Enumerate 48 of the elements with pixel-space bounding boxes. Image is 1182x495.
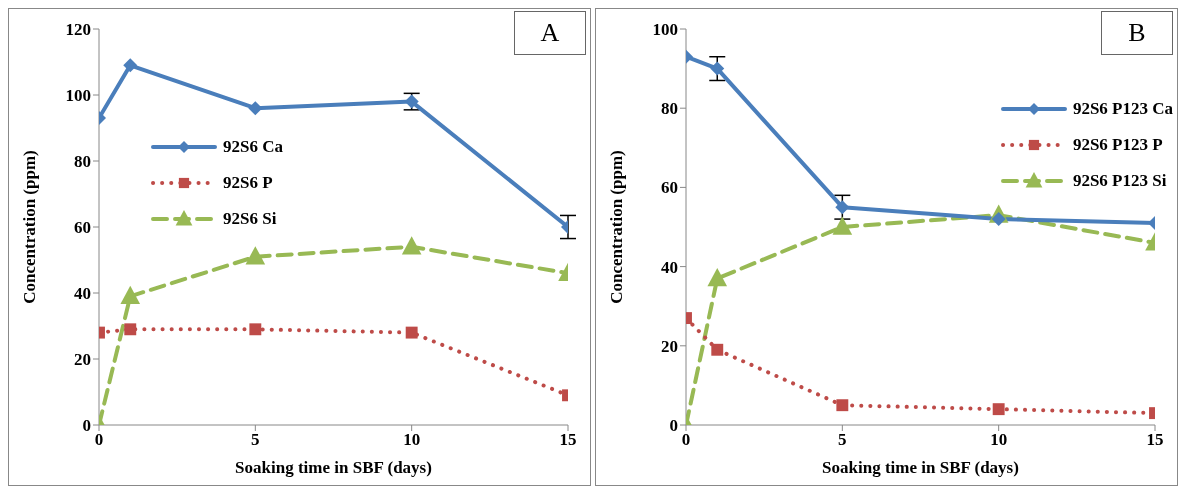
- point: [832, 216, 853, 235]
- y-tick-label: 100: [652, 20, 678, 40]
- point: [124, 323, 137, 336]
- legend-label: 92S6 Si: [223, 209, 277, 229]
- x-tick-label: 10: [990, 430, 1008, 450]
- legend-label: 92S6 P123 Ca: [1072, 99, 1173, 119]
- point: [711, 343, 724, 356]
- x-tick-label: 0: [94, 430, 104, 450]
- y-tick-label: 20: [661, 336, 678, 356]
- y-tick-label: 120: [65, 20, 91, 40]
- y-axis-title: Concentration (ppm): [607, 150, 627, 304]
- y-tick-label: 60: [74, 218, 91, 238]
- y-axis-title: Concentration (ppm): [20, 150, 40, 304]
- y-tick-label: 100: [65, 86, 91, 106]
- point: [707, 267, 728, 287]
- x-tick-label: 5: [838, 430, 847, 450]
- y-tick-label: 60: [661, 178, 678, 198]
- point: [249, 323, 262, 336]
- y-tick-label: 80: [74, 152, 91, 172]
- y-tick-label: 0: [82, 416, 91, 436]
- legend-label: 92S6 P: [223, 173, 273, 193]
- point: [836, 399, 849, 412]
- y-tick-label: 20: [74, 350, 91, 370]
- x-tick-label: 0: [681, 430, 691, 450]
- point: [710, 61, 725, 76]
- point: [401, 236, 422, 255]
- x-axis-title: Soaking time in SBF (days): [235, 458, 432, 477]
- chart-title: B: [1101, 11, 1173, 55]
- legend-label: 92S6 P123 P: [1072, 135, 1163, 155]
- point: [405, 326, 418, 339]
- legend-label: 92S6 P123 Si: [1072, 171, 1167, 191]
- point: [120, 285, 141, 304]
- legend-label: 92S6 Ca: [223, 137, 283, 157]
- y-tick-label: 80: [661, 99, 678, 119]
- point: [992, 403, 1005, 416]
- x-axis-title: Soaking time in SBF (days): [822, 458, 1019, 477]
- y-tick-label: 40: [74, 284, 91, 304]
- x-tick-label: 10: [403, 430, 421, 450]
- point: [835, 200, 850, 215]
- y-tick-label: 40: [661, 257, 678, 277]
- x-tick-label: 15: [1146, 430, 1164, 450]
- x-tick-label: 15: [559, 430, 577, 450]
- y-tick-label: 0: [669, 416, 678, 436]
- point: [123, 58, 138, 73]
- chart-title: A: [514, 11, 586, 55]
- x-tick-label: 5: [251, 430, 260, 450]
- point: [248, 101, 263, 116]
- point: [245, 246, 266, 265]
